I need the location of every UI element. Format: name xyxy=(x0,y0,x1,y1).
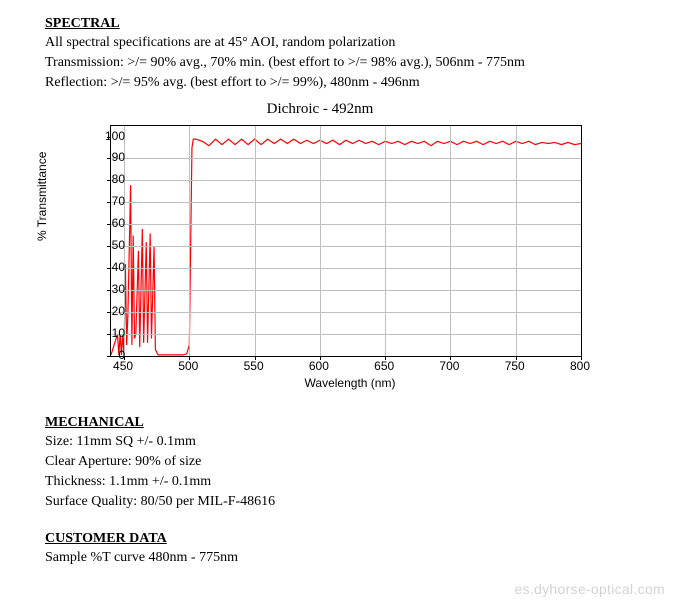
gridline-v xyxy=(255,126,256,356)
xtick-label: 450 xyxy=(108,359,138,373)
mechanical-heading: MECHANICAL xyxy=(45,415,665,431)
xtick-label: 550 xyxy=(239,359,269,373)
mechanical-line-3: Thickness: 1.1mm +/- 0.1mm xyxy=(45,473,665,491)
gridline-h xyxy=(111,246,581,247)
gridline-h xyxy=(111,312,581,313)
xtick-label: 750 xyxy=(500,359,530,373)
gridline-h xyxy=(111,180,581,181)
gridline-h xyxy=(111,290,581,291)
ytick-label: 80 xyxy=(95,172,125,186)
xtick-label: 800 xyxy=(565,359,595,373)
xtick-label: 500 xyxy=(173,359,203,373)
xtick-label: 700 xyxy=(434,359,464,373)
plot-area xyxy=(110,125,582,357)
xtick-label: 650 xyxy=(369,359,399,373)
document-page: SPECTRAL All spectral specifications are… xyxy=(0,0,665,590)
ytick-label: 100 xyxy=(95,129,125,143)
gridline-v xyxy=(516,126,517,356)
mechanical-line-4: Surface Quality: 80/50 per MIL-F-48616 xyxy=(45,493,665,511)
ytick-label: 40 xyxy=(95,260,125,274)
gridline-v xyxy=(189,126,190,356)
customer-line-1: Sample %T curve 480nm - 775nm xyxy=(45,549,665,567)
spectral-line-3: Reflection: >/= 95% avg. (best effort to… xyxy=(45,74,665,92)
ytick-label: 20 xyxy=(95,304,125,318)
chart-ylabel: % Transmittance xyxy=(35,151,49,240)
chart-title: Dichroic - 492nm xyxy=(40,101,600,118)
customer-data-heading: CUSTOMER DATA xyxy=(45,531,665,547)
gridline-v xyxy=(320,126,321,356)
ytick-label: 10 xyxy=(95,326,125,340)
spectral-heading: SPECTRAL xyxy=(45,16,665,32)
gridline-h xyxy=(111,158,581,159)
ytick-label: 60 xyxy=(95,216,125,230)
xtick-label: 600 xyxy=(304,359,334,373)
watermark: es.dyhorse-optical.com xyxy=(514,581,665,597)
gridline-v xyxy=(385,126,386,356)
ytick-label: 50 xyxy=(95,238,125,252)
gridline-h xyxy=(111,268,581,269)
transmittance-chart: Dichroic - 492nm % Transmittance Wavelen… xyxy=(40,101,600,401)
gridline-h xyxy=(111,224,581,225)
ytick-label: 70 xyxy=(95,194,125,208)
gridline-h xyxy=(111,202,581,203)
spectral-line-2: Transmission: >/= 90% avg., 70% min. (be… xyxy=(45,54,665,72)
chart-xlabel: Wavelength (nm) xyxy=(40,376,600,390)
spectral-line-1: All spectral specifications are at 45° A… xyxy=(45,34,665,52)
gridline-h xyxy=(111,334,581,335)
mechanical-line-2: Clear Aperture: 90% of size xyxy=(45,453,665,471)
ytick-label: 90 xyxy=(95,150,125,164)
ytick-label: 30 xyxy=(95,282,125,296)
mechanical-line-1: Size: 11mm SQ +/- 0.1mm xyxy=(45,433,665,451)
chart-line-svg xyxy=(111,126,581,356)
gridline-v xyxy=(450,126,451,356)
